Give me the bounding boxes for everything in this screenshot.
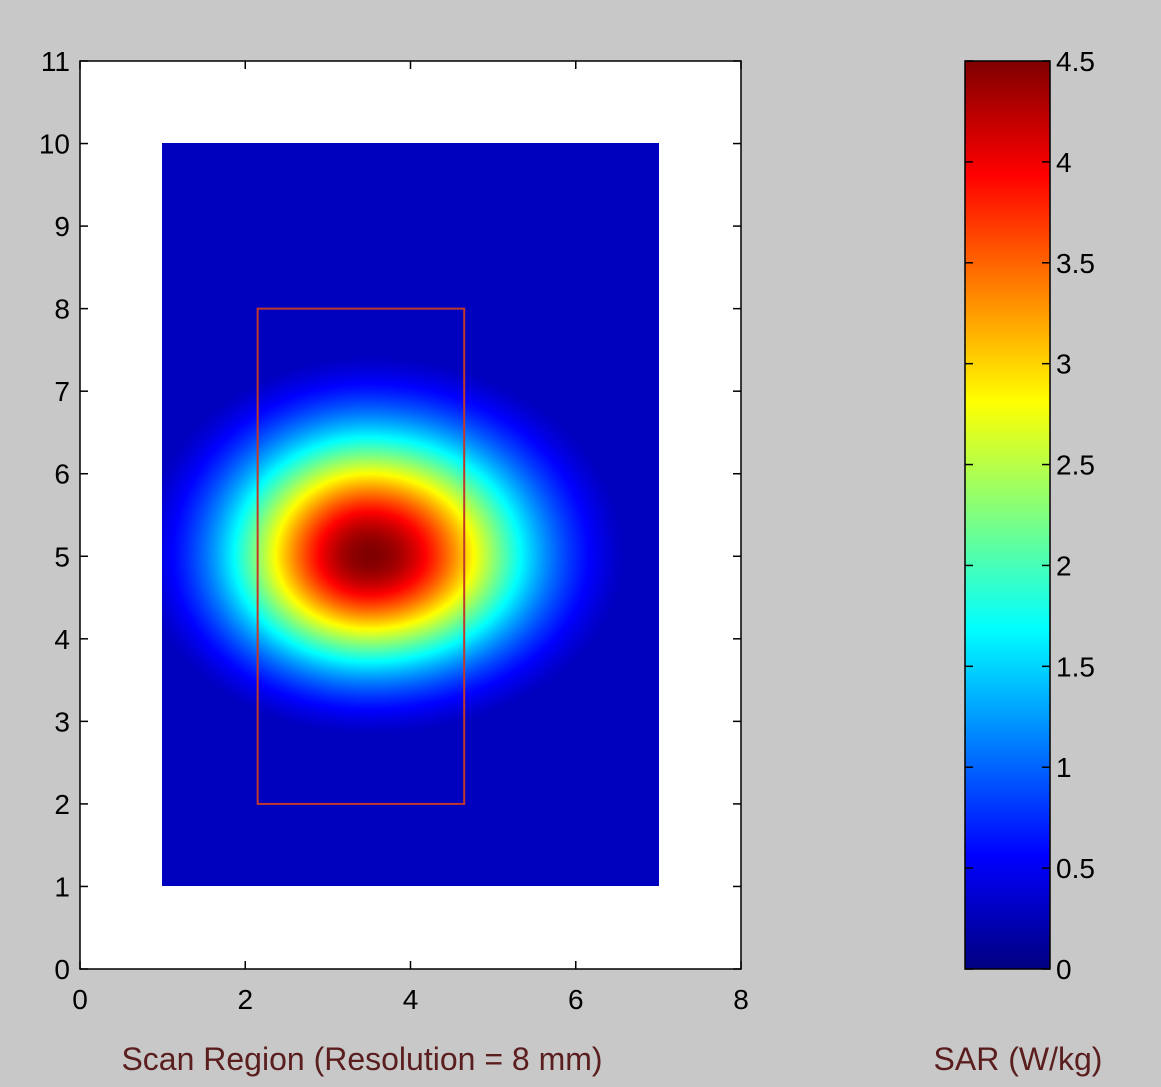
y-tick-label-1: 1 bbox=[54, 871, 70, 902]
colorbar-tick-label-2: 2 bbox=[1056, 550, 1072, 581]
y-tick-label-6: 6 bbox=[54, 459, 70, 490]
colorbar: 0 0.5 1 1.5 2 2.5 3 3.5 4 4.5 SAR (W/kg) bbox=[934, 46, 1103, 1077]
x-tick-label-8: 8 bbox=[733, 984, 749, 1015]
y-tick-label-7: 7 bbox=[54, 376, 70, 407]
y-tick-label-3: 3 bbox=[54, 706, 70, 737]
x-tick-label-2: 2 bbox=[237, 984, 253, 1015]
y-tick-label-11: 11 bbox=[41, 46, 70, 77]
colorbar-tick-label-1: 1 bbox=[1056, 752, 1072, 783]
colorbar-tick-label-2.5: 2.5 bbox=[1056, 450, 1095, 481]
x-tick-label-4: 4 bbox=[403, 984, 419, 1015]
x-axis-label: Scan Region (Resolution = 8 mm) bbox=[121, 1041, 602, 1077]
colorbar-tick-label-3: 3 bbox=[1056, 349, 1072, 380]
y-tick-label-2: 2 bbox=[54, 789, 70, 820]
colorbar-tick-label-0: 0 bbox=[1056, 954, 1072, 985]
heatmap-plot: 0 2 4 6 8 0 1 2 3 4 5 6 7 8 9 10 11 Scan Region (Resolu… bbox=[39, 46, 749, 1077]
y-tick-label-4: 4 bbox=[54, 624, 70, 655]
x-tick-label-6: 6 bbox=[568, 984, 584, 1015]
y-tick-label-5: 5 bbox=[54, 541, 70, 572]
colorbar-tick-label-1.5: 1.5 bbox=[1056, 651, 1095, 682]
x-axis: 0 2 4 6 8 bbox=[72, 61, 749, 1015]
y-axis: 0 1 2 3 4 5 6 7 8 9 10 11 bbox=[39, 46, 741, 985]
colorbar-label: SAR (W/kg) bbox=[934, 1041, 1103, 1077]
heatmap-canvas-holder bbox=[162, 143, 659, 886]
y-tick-label-10: 10 bbox=[39, 129, 70, 160]
y-tick-label-9: 9 bbox=[54, 211, 70, 242]
highlight-rectangle bbox=[256, 307, 466, 805]
y-tick-label-8: 8 bbox=[54, 294, 70, 325]
colorbar-tick-label-4.5: 4.5 bbox=[1056, 46, 1095, 77]
colorbar-gradient bbox=[965, 61, 1050, 969]
colorbar-tick-label-4: 4 bbox=[1056, 147, 1072, 178]
colorbar-frame bbox=[964, 60, 1051, 970]
x-tick-label-0: 0 bbox=[72, 984, 88, 1015]
y-tick-label-0: 0 bbox=[54, 954, 70, 985]
colorbar-tick-label-3.5: 3.5 bbox=[1056, 248, 1095, 279]
colorbar-axis: 0 0.5 1 1.5 2 2.5 3 3.5 4 4.5 bbox=[965, 46, 1095, 985]
heatmap-field bbox=[162, 143, 659, 886]
colorbar-tick-label-0.5: 0.5 bbox=[1056, 853, 1095, 884]
